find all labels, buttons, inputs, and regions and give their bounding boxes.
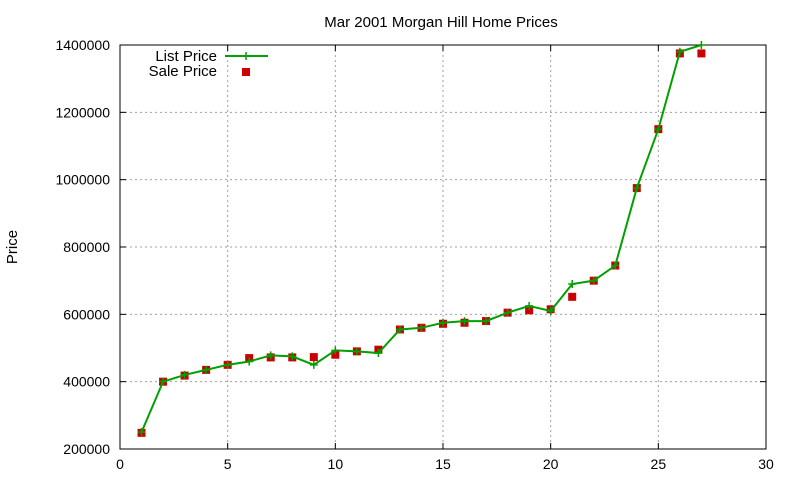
list-price-point xyxy=(137,428,146,437)
list-price-point xyxy=(331,346,340,355)
list-price-point xyxy=(288,352,297,361)
list-price-point xyxy=(223,360,232,369)
x-tick-label: 10 xyxy=(328,456,344,472)
y-tick-label: 1000000 xyxy=(55,172,110,188)
list-price-point xyxy=(245,357,254,366)
list-price-point xyxy=(374,349,383,358)
list-price-point xyxy=(395,325,404,334)
y-axis-label: Price xyxy=(4,230,21,264)
legend-label-list-price: List Price xyxy=(155,48,217,65)
x-tick-label: 15 xyxy=(435,456,451,472)
sale-price-point xyxy=(525,306,534,315)
list-price-point xyxy=(546,306,555,315)
sale-price-point xyxy=(568,292,577,301)
list-price-point xyxy=(525,301,534,310)
list-price-point xyxy=(439,318,447,327)
y-tick-label: 800000 xyxy=(63,239,110,255)
list-price-point xyxy=(482,317,491,326)
list-price-point xyxy=(611,261,620,270)
list-price-point xyxy=(417,323,426,332)
list-price-point xyxy=(202,365,211,374)
x-tick-labels: 0 5 10 15 20 25 30 xyxy=(116,456,774,472)
series-list-price xyxy=(137,41,706,437)
list-price-point xyxy=(503,308,512,317)
list-price-line xyxy=(140,44,702,433)
list-price-point xyxy=(654,125,663,134)
legend-label-sale-price: Sale Price xyxy=(149,63,217,80)
x-tick-label: 25 xyxy=(651,456,667,472)
list-price-point xyxy=(352,347,361,356)
list-price-point xyxy=(159,377,168,386)
list-price-point xyxy=(180,370,189,379)
legend-marker-list-price xyxy=(242,52,250,60)
y-tick-label: 1200000 xyxy=(55,104,110,120)
list-price-point xyxy=(697,41,706,49)
x-tick-label: 20 xyxy=(543,456,559,472)
x-tick-label: 5 xyxy=(224,456,232,472)
list-price-point xyxy=(309,360,318,369)
series-layer xyxy=(137,41,706,437)
x-tick-label: 30 xyxy=(758,456,774,472)
list-price-point xyxy=(632,184,641,193)
axis-ticks xyxy=(119,44,767,450)
sale-price-point xyxy=(697,49,706,58)
grid xyxy=(120,45,766,449)
list-price-point xyxy=(589,276,598,285)
list-price-point xyxy=(568,280,577,289)
series-sale-price xyxy=(137,49,706,437)
y-tick-labels: 200000 400000 600000 800000 1000000 1200000 14… xyxy=(55,37,110,457)
legend: List Price Sale Price xyxy=(149,48,268,80)
list-price-point xyxy=(266,351,275,360)
legend-marker-sale-price xyxy=(242,68,250,76)
chart-title: Mar 2001 Morgan Hill Home Prices xyxy=(324,14,557,31)
sale-price-point xyxy=(331,350,340,359)
x-tick-label: 0 xyxy=(116,456,124,472)
list-price-point xyxy=(460,317,469,326)
y-tick-label: 1400000 xyxy=(55,37,110,53)
y-tick-label: 200000 xyxy=(63,441,110,457)
list-price-point xyxy=(675,47,684,56)
y-tick-label: 600000 xyxy=(63,306,110,322)
sale-price-point xyxy=(309,353,318,362)
y-tick-label: 400000 xyxy=(63,374,110,390)
